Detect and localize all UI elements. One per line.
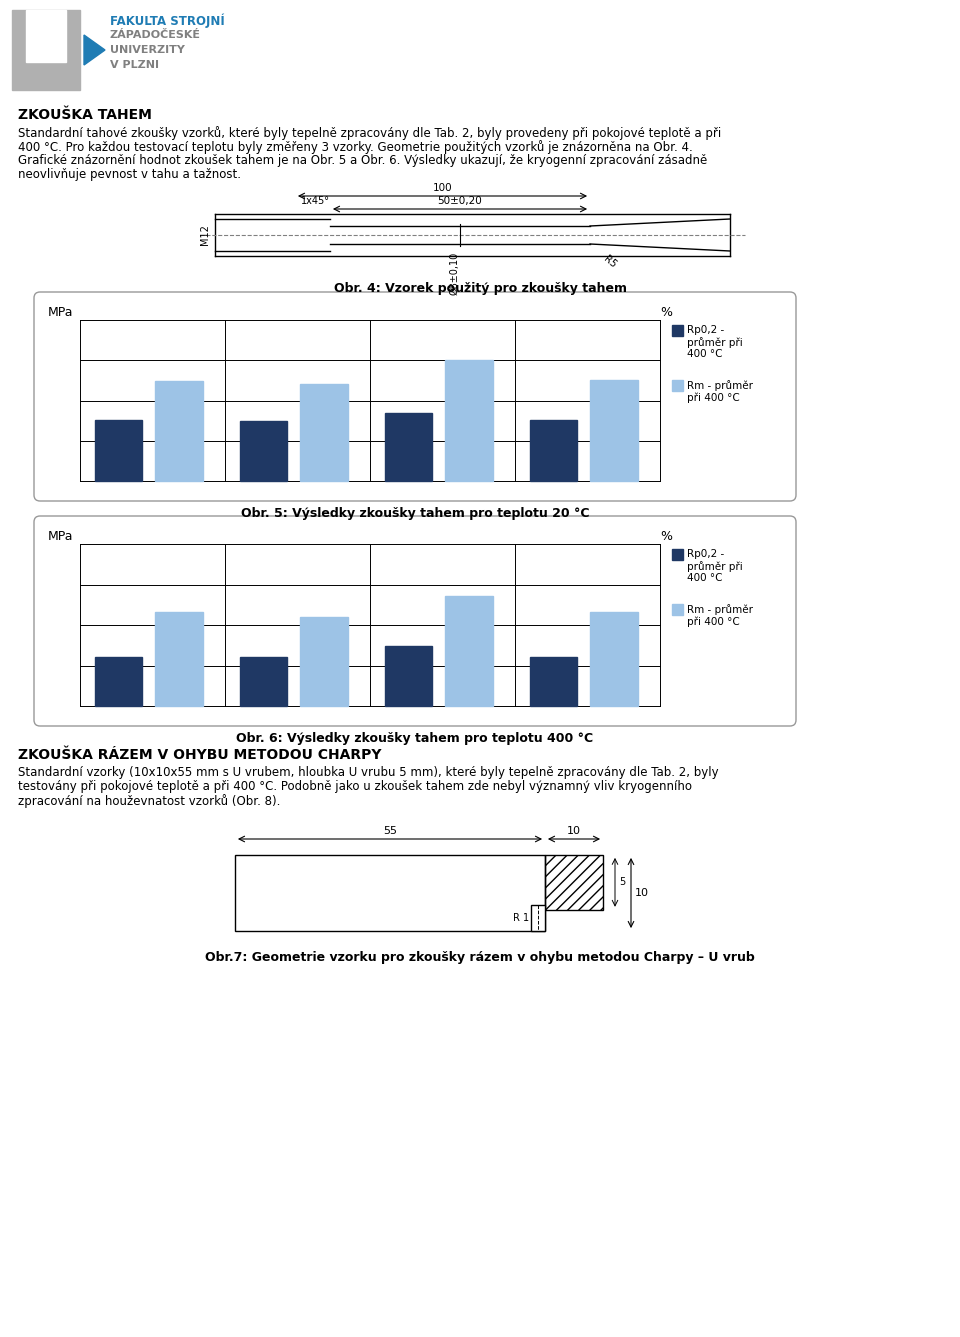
Bar bbox=[94, 658, 142, 706]
Text: Obr. 4: Vzorek použitý pro zkoušky tahem: Obr. 4: Vzorek použitý pro zkoušky tahem bbox=[333, 282, 627, 295]
Text: R 1: R 1 bbox=[513, 913, 529, 923]
Text: Obr.7: Geometrie vzorku pro zkoušky rázem v ohybu metodou Charpy – U vrub: Obr.7: Geometrie vzorku pro zkoušky ráze… bbox=[205, 951, 755, 964]
Text: 400 °C. Pro každou testovací teplotu byly změřeny 3 vzorky. Geometrie použitých : 400 °C. Pro každou testovací teplotu byl… bbox=[18, 140, 693, 154]
Text: 5: 5 bbox=[619, 877, 625, 888]
Bar bbox=[590, 612, 638, 706]
Text: FAKULTA STROJNÍ: FAKULTA STROJNÍ bbox=[110, 13, 225, 28]
Bar bbox=[239, 421, 287, 481]
Text: testovány při pokojové teplotě a při 400 °C. Podobně jako u zkoušek tahem zde ne: testovány při pokojové teplotě a při 400… bbox=[18, 779, 692, 793]
Text: %: % bbox=[660, 306, 672, 320]
Bar bbox=[94, 420, 142, 481]
Bar bbox=[672, 325, 683, 336]
Text: 100: 100 bbox=[433, 183, 452, 193]
Text: M12: M12 bbox=[200, 225, 210, 246]
Bar bbox=[12, 9, 80, 90]
Text: Ø8±0,10: Ø8±0,10 bbox=[450, 251, 460, 295]
Text: ZKOUŠKA RÁZEM V OHYBU METODOU CHARPY: ZKOUŠKA RÁZEM V OHYBU METODOU CHARPY bbox=[18, 747, 381, 762]
Text: Rp0,2 -
průměr při
400 °C: Rp0,2 - průměr při 400 °C bbox=[687, 550, 743, 583]
Text: ZÁPADOČESKÉ: ZÁPADOČESKÉ bbox=[110, 29, 201, 40]
Bar bbox=[672, 604, 683, 615]
FancyBboxPatch shape bbox=[34, 516, 796, 726]
Text: zpracování na houževnatost vzorků (Obr. 8).: zpracování na houževnatost vzorků (Obr. … bbox=[18, 794, 280, 808]
Text: MPa: MPa bbox=[48, 529, 74, 543]
Bar bbox=[300, 616, 348, 706]
Text: Standardní vzorky (10x10x55 mm s U vrubem, hloubka U vrubu 5 mm), které byly tep: Standardní vzorky (10x10x55 mm s U vrube… bbox=[18, 766, 719, 779]
Bar bbox=[545, 854, 603, 909]
Bar bbox=[530, 420, 577, 481]
Bar bbox=[156, 612, 204, 706]
Text: 55: 55 bbox=[383, 826, 397, 836]
Text: R5: R5 bbox=[602, 254, 618, 270]
Bar bbox=[672, 380, 683, 390]
Bar bbox=[385, 646, 432, 706]
Text: Obr. 6: Výsledky zkoušky tahem pro teplotu 400 °C: Obr. 6: Výsledky zkoušky tahem pro teplo… bbox=[236, 731, 593, 745]
Text: Rm - průměr
při 400 °C: Rm - průměr při 400 °C bbox=[687, 380, 753, 404]
Bar bbox=[300, 385, 348, 481]
Text: 50±0,20: 50±0,20 bbox=[438, 197, 482, 206]
Bar bbox=[445, 596, 493, 706]
Text: neovlivňuje pevnost v tahu a tažnost.: neovlivňuje pevnost v tahu a tažnost. bbox=[18, 168, 241, 180]
Bar bbox=[235, 854, 545, 931]
Text: ZKOUŠKA TAHEM: ZKOUŠKA TAHEM bbox=[18, 108, 152, 122]
Bar bbox=[445, 360, 493, 481]
Text: %: % bbox=[660, 529, 672, 543]
Bar bbox=[672, 550, 683, 560]
Text: V PLZNI: V PLZNI bbox=[110, 60, 159, 70]
Bar bbox=[385, 413, 432, 481]
FancyBboxPatch shape bbox=[34, 291, 796, 501]
Bar bbox=[530, 658, 577, 706]
Polygon shape bbox=[84, 35, 105, 66]
Text: MPa: MPa bbox=[48, 306, 74, 320]
Text: 1x45°: 1x45° bbox=[300, 197, 329, 206]
Text: UNIVERZITY: UNIVERZITY bbox=[110, 45, 185, 55]
Bar bbox=[156, 381, 204, 481]
Text: 10: 10 bbox=[635, 888, 649, 898]
Bar bbox=[590, 380, 638, 481]
Bar bbox=[26, 9, 66, 62]
Text: Grafické znázornění hodnot zkoušek tahem je na Obr. 5 a Obr. 6. Výsledky ukazují: Grafické znázornění hodnot zkoušek tahem… bbox=[18, 154, 708, 167]
Text: Rm - průměr
při 400 °C: Rm - průměr při 400 °C bbox=[687, 604, 753, 627]
Text: 10: 10 bbox=[567, 826, 581, 836]
Bar bbox=[239, 658, 287, 706]
Text: Standardní tahové zkoušky vzorků, které byly tepelně zpracovány dle Tab. 2, byly: Standardní tahové zkoušky vzorků, které … bbox=[18, 126, 721, 140]
Text: Obr. 5: Výsledky zkoušky tahem pro teplotu 20 °C: Obr. 5: Výsledky zkoušky tahem pro teplo… bbox=[241, 507, 589, 520]
Bar bbox=[531, 905, 545, 931]
Text: Rp0,2 -
průměr při
400 °C: Rp0,2 - průměr při 400 °C bbox=[687, 325, 743, 360]
